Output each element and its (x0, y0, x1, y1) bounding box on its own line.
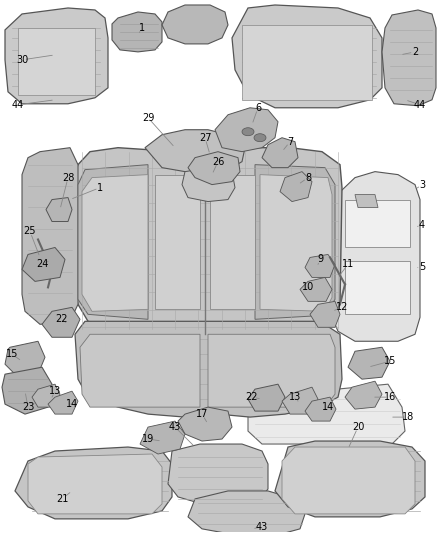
Text: 27: 27 (199, 133, 211, 143)
Polygon shape (260, 175, 332, 311)
Text: 15: 15 (384, 356, 396, 366)
Text: 7: 7 (287, 136, 293, 147)
Polygon shape (188, 152, 240, 184)
Polygon shape (382, 10, 436, 106)
Polygon shape (2, 367, 52, 414)
Text: 20: 20 (352, 422, 364, 432)
Polygon shape (355, 195, 378, 207)
Polygon shape (46, 198, 72, 222)
Text: 43: 43 (169, 422, 181, 432)
Polygon shape (282, 447, 415, 514)
Text: 44: 44 (414, 100, 426, 110)
Polygon shape (82, 175, 148, 311)
Polygon shape (168, 444, 268, 504)
Polygon shape (28, 454, 162, 514)
Ellipse shape (242, 128, 254, 136)
Polygon shape (22, 247, 65, 281)
Polygon shape (255, 165, 335, 319)
Text: 25: 25 (24, 227, 36, 237)
Polygon shape (300, 277, 332, 301)
Text: 19: 19 (142, 434, 154, 444)
Text: 13: 13 (289, 392, 301, 402)
Polygon shape (75, 321, 342, 417)
Text: 13: 13 (49, 386, 61, 396)
Polygon shape (78, 165, 148, 319)
Polygon shape (282, 387, 318, 414)
Text: 26: 26 (212, 157, 224, 167)
Text: 44: 44 (12, 100, 24, 110)
Text: 16: 16 (384, 392, 396, 402)
Polygon shape (280, 172, 312, 201)
Polygon shape (242, 25, 372, 100)
Polygon shape (162, 5, 228, 44)
Polygon shape (262, 138, 298, 168)
Polygon shape (70, 148, 342, 337)
Polygon shape (145, 130, 245, 172)
Polygon shape (348, 347, 390, 379)
Polygon shape (305, 397, 336, 421)
Polygon shape (248, 384, 285, 411)
Polygon shape (155, 175, 200, 309)
Polygon shape (305, 254, 335, 277)
Polygon shape (182, 168, 235, 201)
Polygon shape (42, 308, 80, 337)
Text: 30: 30 (16, 55, 28, 65)
Ellipse shape (254, 134, 266, 142)
Polygon shape (275, 441, 425, 517)
Polygon shape (215, 108, 278, 152)
Polygon shape (178, 407, 232, 441)
Polygon shape (208, 334, 335, 407)
Polygon shape (345, 199, 410, 247)
Text: 8: 8 (305, 173, 311, 183)
Polygon shape (332, 172, 420, 341)
Text: 6: 6 (255, 103, 261, 113)
Text: 1: 1 (139, 23, 145, 33)
Polygon shape (188, 491, 305, 533)
Polygon shape (310, 301, 340, 327)
Polygon shape (80, 334, 200, 407)
Text: 43: 43 (256, 522, 268, 532)
Text: 22: 22 (246, 392, 258, 402)
Text: 23: 23 (22, 402, 34, 412)
Polygon shape (22, 148, 78, 324)
Text: 3: 3 (419, 180, 425, 190)
Text: 28: 28 (62, 173, 74, 183)
Polygon shape (140, 421, 185, 454)
Text: 5: 5 (419, 262, 425, 272)
Text: 14: 14 (66, 399, 78, 409)
Polygon shape (32, 384, 60, 407)
Text: 10: 10 (302, 282, 314, 293)
Text: 24: 24 (36, 260, 48, 269)
Text: 12: 12 (336, 302, 348, 312)
Polygon shape (48, 391, 78, 414)
Polygon shape (248, 384, 405, 444)
Polygon shape (232, 5, 382, 108)
Polygon shape (112, 12, 162, 52)
Polygon shape (15, 447, 172, 519)
Polygon shape (5, 8, 108, 104)
Text: 21: 21 (56, 494, 68, 504)
Polygon shape (18, 28, 95, 95)
Polygon shape (345, 261, 410, 314)
Text: 14: 14 (322, 402, 334, 412)
Text: 1: 1 (97, 183, 103, 192)
Text: 11: 11 (342, 260, 354, 269)
Text: 18: 18 (402, 412, 414, 422)
Text: 4: 4 (419, 220, 425, 230)
Text: 29: 29 (142, 113, 154, 123)
Text: 22: 22 (56, 314, 68, 324)
Polygon shape (345, 381, 382, 409)
Polygon shape (5, 341, 45, 377)
Text: 15: 15 (6, 349, 18, 359)
Text: 2: 2 (412, 47, 418, 57)
Text: 9: 9 (317, 254, 323, 264)
Text: 17: 17 (196, 409, 208, 419)
Polygon shape (210, 175, 255, 309)
